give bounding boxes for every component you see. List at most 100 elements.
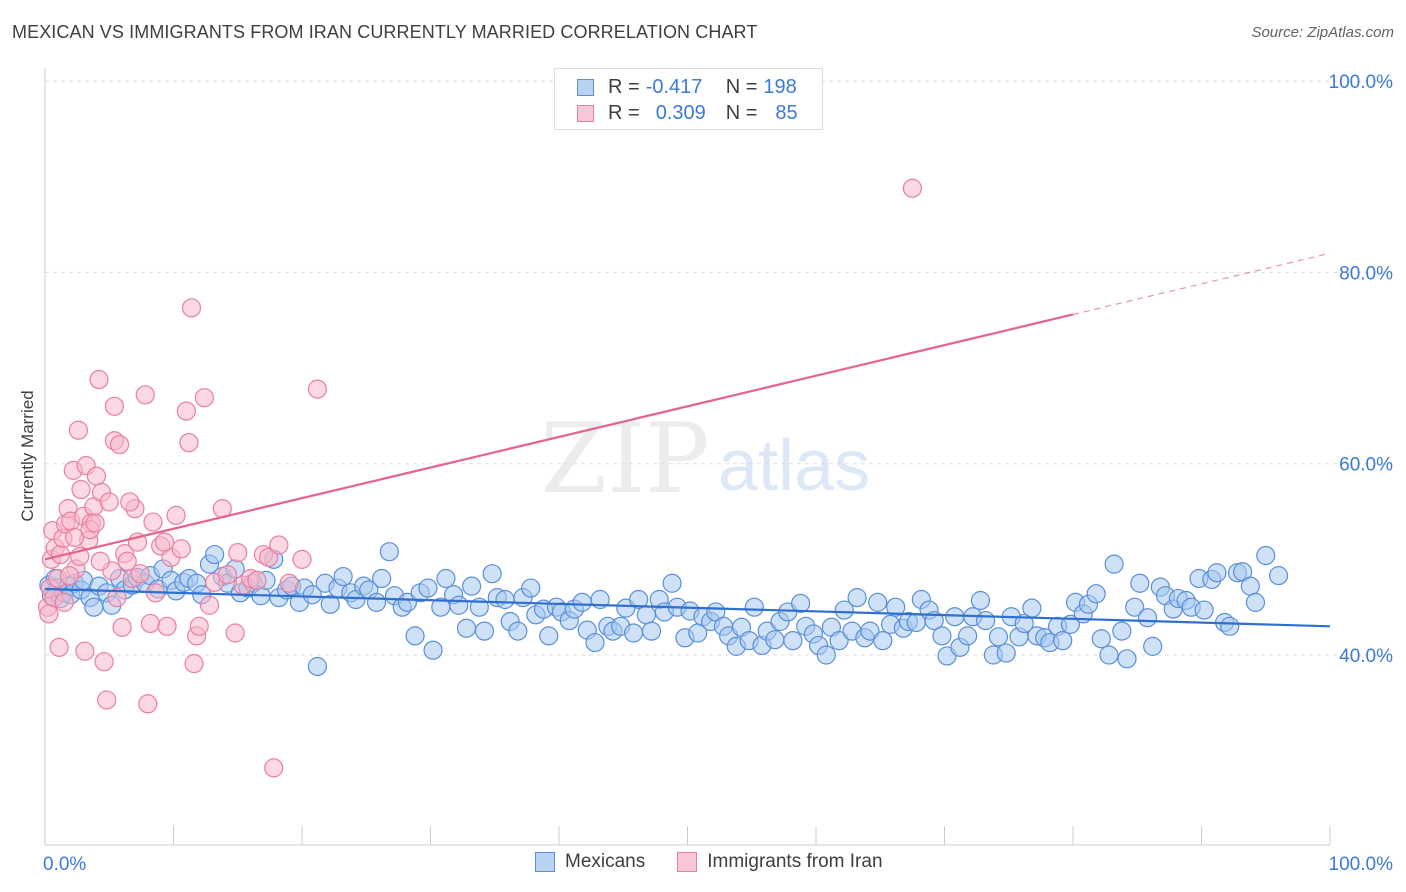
mexicans-point [1240,576,1260,596]
legend-label-iran: Immigrants from Iran [707,851,883,872]
mexicans-point [629,589,649,610]
iran-point [135,385,155,405]
mexicans-point [1022,598,1042,618]
mexicans-point [1104,554,1124,574]
mexicans-point [1099,645,1119,665]
y-tick-label: 100.0% [1329,72,1394,93]
mexicans-point [436,568,456,589]
legend-item-iran[interactable]: Immigrants from Iran [677,851,883,873]
iran-point [171,539,191,559]
iran-point [59,566,80,586]
mexicans-point [1053,631,1073,651]
mexicans-point [1245,592,1266,612]
mexicans-point [924,610,944,631]
watermark-atlas: atlas [718,426,870,506]
iran-point [90,551,110,571]
mexicans-swatch [577,78,594,96]
iran-point [109,434,130,455]
mexicans-point [958,626,978,646]
iran-point [49,637,69,657]
mexicans-point [482,564,502,584]
watermark-zip: ZIP [540,403,709,515]
mexicans-point [449,595,469,615]
gridlines [45,80,1392,656]
legend-label-mexicans: Mexicans [565,851,646,872]
mexicans-points [39,542,1289,677]
mexicans-point [932,626,952,646]
mexicans-point [1086,584,1106,604]
mexicans-point [1117,649,1137,669]
mexicans-point [1125,597,1145,617]
mexicans-point [636,605,656,625]
mexicans-point [423,640,443,660]
y-tick-label: 40.0% [1339,646,1393,667]
iran-point [130,564,150,584]
n-label: N = [725,101,758,124]
iran-point [225,623,245,643]
tick-labels: 40.0% 60.0% 80.0% 100.0% 0.0% 100.0% [43,72,1393,875]
r-label: R = [608,75,640,98]
mexicans-point [976,610,996,631]
mexicans-point [834,600,854,620]
n-value: 198 [763,75,797,98]
iran-point [307,379,328,399]
iran-point [97,690,117,710]
mexicans-point [379,542,399,562]
x-tick-label: 0.0% [43,854,86,875]
r-value: -0.417 [645,75,703,98]
iran-point [176,401,196,421]
mexicans-point [1143,636,1163,656]
iran-point [104,396,124,416]
iran-point [86,466,107,486]
iran-point [194,388,214,408]
mexicans-point [1137,608,1158,628]
correlation-legend: R = -0.417 N = 198 R = 0.309 N = 85 [554,68,823,130]
iran-point [120,492,140,512]
iran-point [64,527,85,547]
source-credit: Source: ZipAtlas.com [1251,24,1394,41]
mexicans-point [521,578,541,598]
iran-trend-extension [1072,252,1331,316]
iran-point [54,592,74,612]
iran-points [37,178,922,778]
mexicans-point [307,656,328,677]
legend-item-mexicans[interactable]: Mexicans [535,851,645,873]
mexicans-point [765,630,785,650]
r-value: 0.309 [655,101,706,124]
iran-point [292,549,312,569]
mexicans-point [205,544,225,565]
mexicans-point [585,632,605,653]
mexicans-point [366,592,387,612]
iran-point [89,369,109,390]
mexicans-point [816,645,836,665]
mexicans-point [790,593,811,613]
mexicans-point [333,566,353,587]
mexicans-point [988,627,1009,647]
trend-lines [44,252,1331,628]
mexicans-point [744,597,764,617]
iran-point [279,573,299,593]
iran-point [94,652,114,672]
mexicans-point [847,588,867,608]
mexicans-point [1091,629,1111,649]
iran-point [902,178,922,198]
mexicans-point [623,623,644,643]
mexicans-point [783,631,803,651]
mexicans-point [418,578,438,598]
mexicans-point [860,621,880,641]
mexicans-point [829,631,849,651]
iran-point [99,492,119,512]
mexicans-point [456,618,477,638]
mexicans-point [641,621,662,641]
series-legend: Mexicans Immigrants from Iran [535,851,915,873]
mexicans-point [1256,545,1276,566]
mexicans-point [84,597,104,617]
chart-title: MEXICAN VS IMMIGRANTS FROM IRAN CURRENTL… [12,22,758,42]
iran-point [269,535,289,555]
iran-trend-line [44,313,1074,561]
iran-point [154,532,175,552]
r-label: R = [608,101,640,124]
mexicans-point [970,590,991,611]
mexicans-point [945,607,965,627]
